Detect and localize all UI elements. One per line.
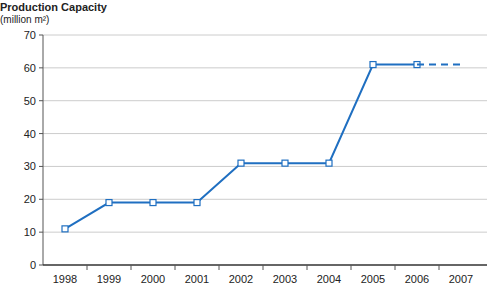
y-tick-label: 60 xyxy=(24,62,36,74)
y-tick-label: 30 xyxy=(24,160,36,172)
x-tick-label: 2001 xyxy=(185,273,209,285)
series-line xyxy=(417,64,461,66)
x-tick xyxy=(439,265,440,270)
y-tick xyxy=(39,67,43,68)
point-marker xyxy=(150,200,156,206)
y-tick xyxy=(39,265,43,266)
y-tick-label: 50 xyxy=(24,95,36,107)
x-tick xyxy=(219,265,220,270)
point-marker xyxy=(62,226,68,232)
plot-area xyxy=(62,62,461,232)
y-tick-label: 10 xyxy=(24,226,36,238)
grid-line xyxy=(43,166,487,167)
x-tick-label: 2005 xyxy=(361,273,385,285)
grid-line xyxy=(43,232,487,233)
y-axis xyxy=(43,35,44,265)
y-tick-label: 0 xyxy=(30,259,36,271)
point-marker xyxy=(326,160,332,166)
x-tick-label: 2007 xyxy=(449,273,473,285)
point-marker xyxy=(106,200,112,206)
grid-line xyxy=(43,100,487,101)
title: Production Capacity xyxy=(0,1,108,13)
x-tick-label: 2003 xyxy=(273,273,297,285)
y-tick-label: 20 xyxy=(24,193,36,205)
x-tick-label: 1998 xyxy=(53,273,77,285)
y-tick xyxy=(39,166,43,167)
y-tick xyxy=(39,199,43,200)
x-tick xyxy=(131,265,132,270)
series-line xyxy=(65,65,417,229)
grid-line xyxy=(43,35,487,36)
point-marker xyxy=(370,62,376,68)
point-marker xyxy=(282,160,288,166)
y-tick xyxy=(39,100,43,101)
grid-line xyxy=(43,133,487,134)
x-tick-label: 2006 xyxy=(405,273,429,285)
y-tick-label: 40 xyxy=(24,128,36,140)
point-marker xyxy=(194,200,200,206)
y-tick-label: 70 xyxy=(24,29,36,41)
y-axis-label: (million m²) xyxy=(0,14,49,25)
chart: Production Capacity(million m²) 0 10 20 30 40… xyxy=(0,0,488,287)
y-tick xyxy=(39,35,43,36)
x-tick xyxy=(351,265,352,270)
x-tick xyxy=(175,265,176,270)
x-tick-label: 2002 xyxy=(229,273,253,285)
y-tick xyxy=(39,232,43,233)
x-axis xyxy=(43,264,487,266)
x-tick-label: 1999 xyxy=(97,273,121,285)
x-tick xyxy=(395,265,396,270)
x-tick xyxy=(263,265,264,270)
x-tick-label: 2004 xyxy=(317,273,341,285)
x-tick-label: 2000 xyxy=(141,273,165,285)
point-marker xyxy=(238,160,244,166)
y-tick xyxy=(39,133,43,134)
x-tick xyxy=(87,265,88,270)
x-tick xyxy=(307,265,308,270)
